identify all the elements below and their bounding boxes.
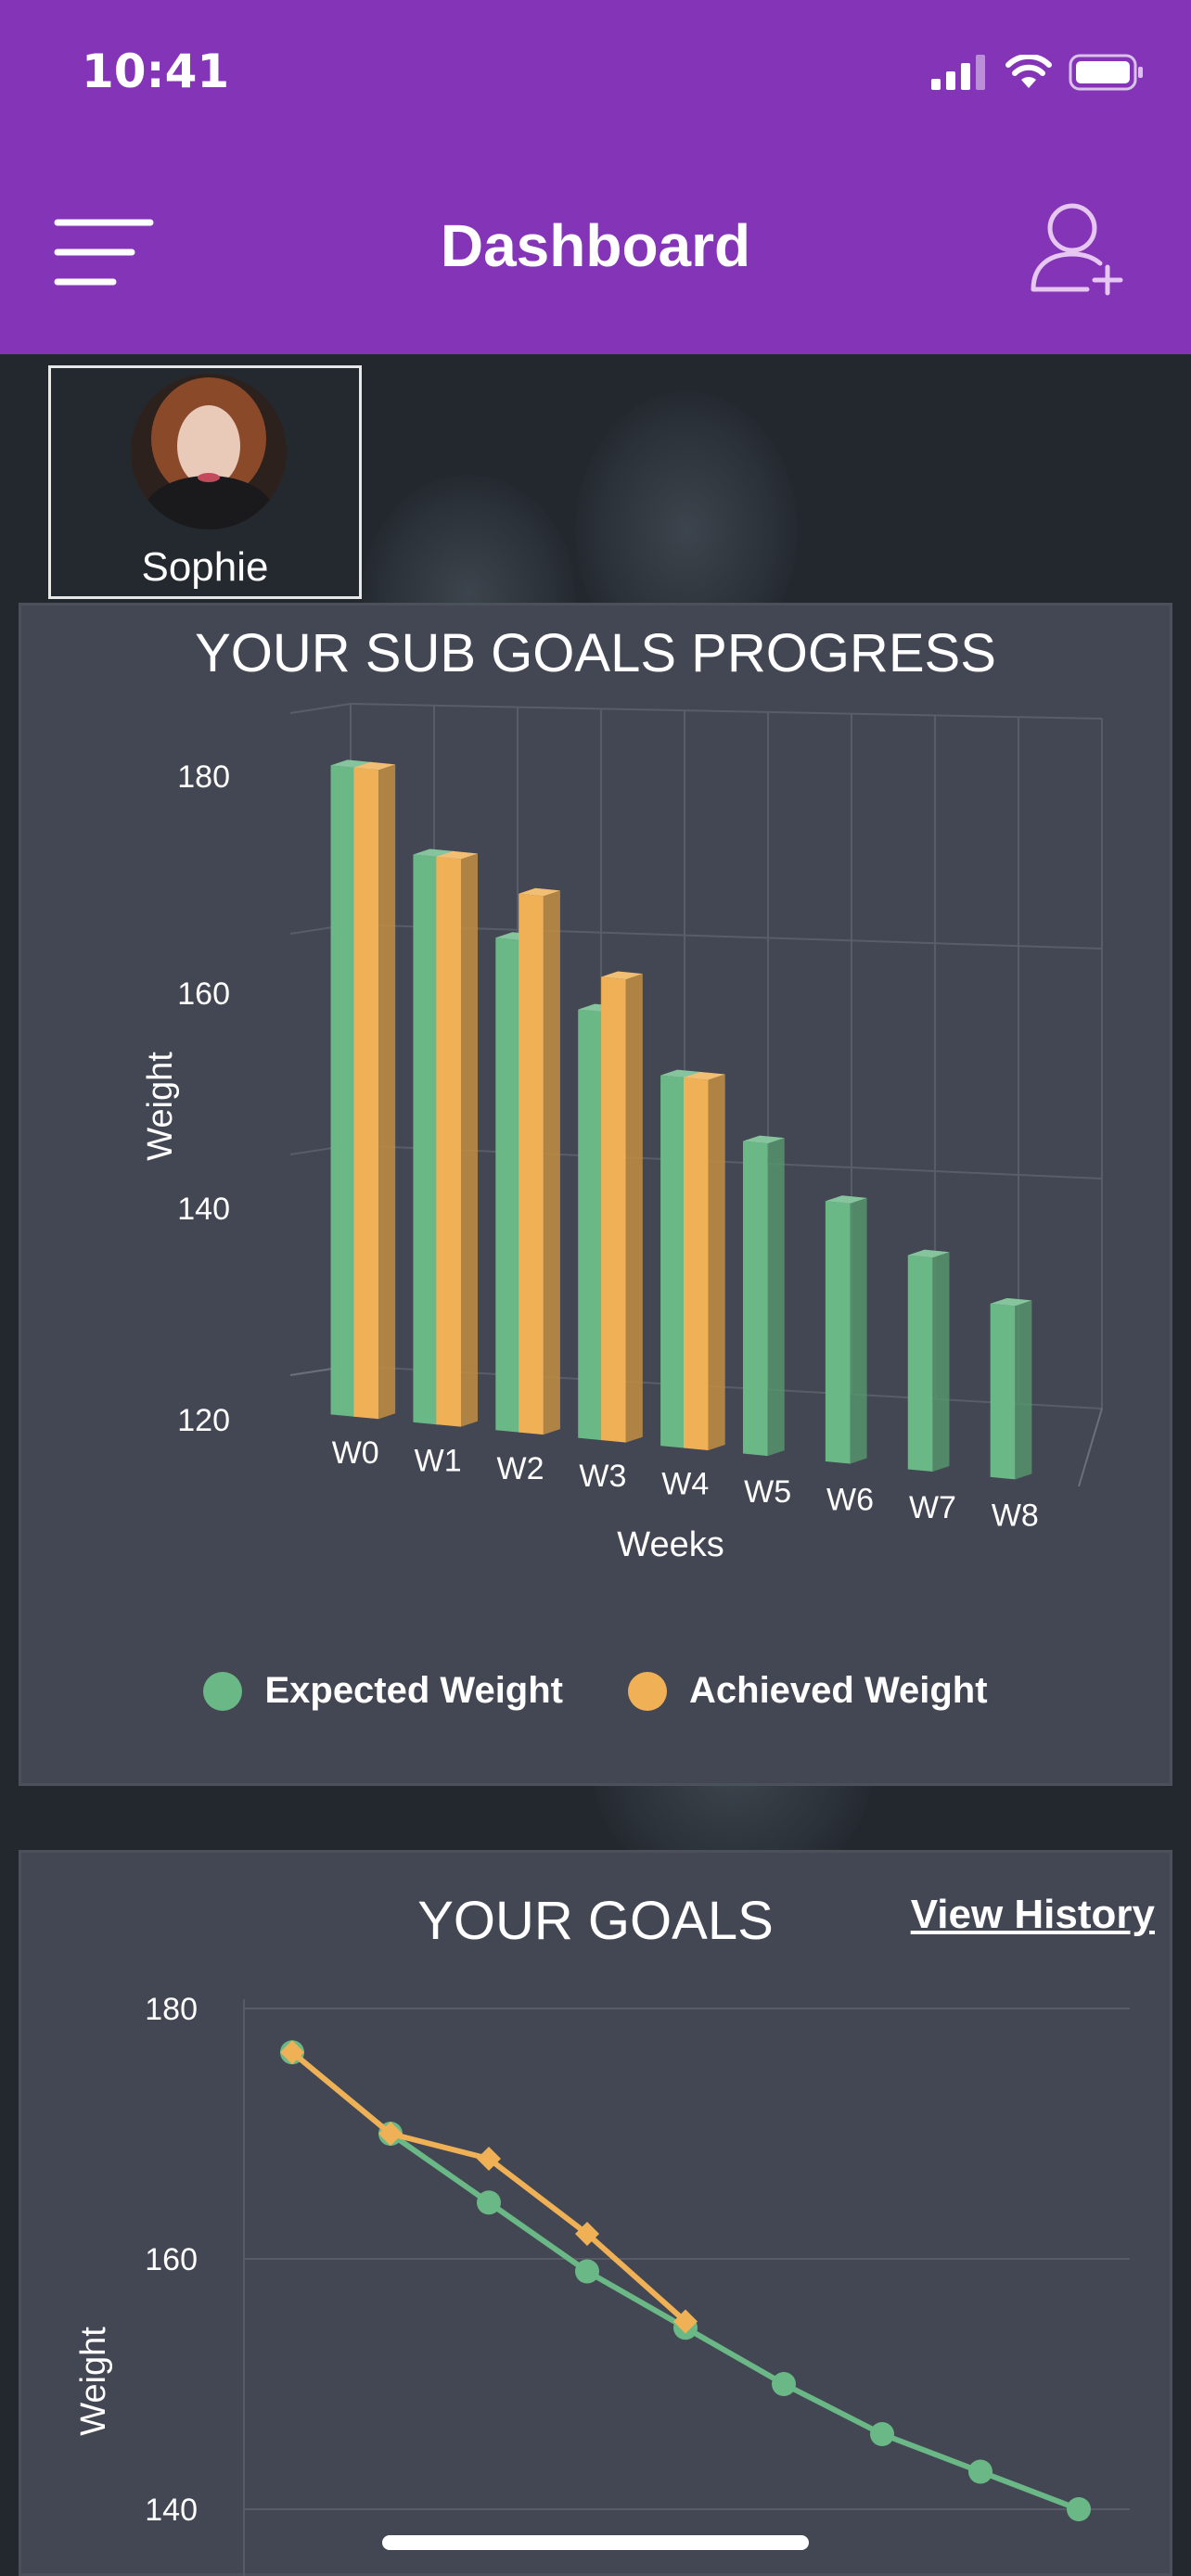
y-tick-label: 180 (177, 759, 230, 795)
grid-line (350, 703, 1103, 720)
y-tick-label: 160 (145, 2242, 198, 2277)
add-user-button[interactable] (1028, 197, 1130, 299)
add-user-icon (1031, 203, 1123, 296)
expected-point (1067, 2497, 1091, 2521)
achieved-line (290, 2049, 687, 2324)
sub-goals-panel: 120 140 160 180 Weight W0 W1 W2 W3 W4 W5 W6 W7 W8 Week… (19, 603, 1172, 1786)
goals-line-chart: 140 160 180 Weight (74, 1992, 1130, 2576)
plot-area: 120 140 160 180 Weight W0 W1 W2 W3 W4 W5 W6 W7 W8 Week… (141, 703, 1103, 1564)
profile-name: Sophie (141, 544, 269, 590)
line-plot-area: 140 160 180 Weight (74, 1992, 1130, 2576)
floor-edge (1078, 1408, 1103, 1487)
y-tick-label: 160 (177, 976, 230, 1012)
legend-achieved[interactable]: Achieved Weight (628, 1670, 988, 1712)
view-history-link[interactable]: View History (910, 1892, 1155, 1937)
y-tick-label: 140 (177, 1192, 230, 1227)
expected-bar-w7 (907, 1249, 950, 1472)
battery-icon (1069, 54, 1143, 91)
legend-achieved-dot (628, 1671, 667, 1711)
status-time: 10:41 (82, 45, 230, 98)
y-tick-label: 180 (145, 1992, 198, 2027)
achieved-bar-w4 (684, 1071, 725, 1451)
expected-point (477, 2190, 501, 2215)
menu-icon (54, 219, 154, 286)
sub-goals-bar-chart: 120 140 160 180 Weight W0 W1 W2 W3 W4 W5 W6 W7 W8 Week… (141, 703, 1103, 1564)
home-indicator[interactable] (382, 2535, 809, 2550)
chart-legend: Expected Weight Achieved Weight (21, 1670, 1170, 1712)
page-title: Dashboard (440, 212, 751, 279)
goals-title: YOUR GOALS (417, 1891, 774, 1951)
expected-point (870, 2422, 894, 2446)
x-axis-label: Weeks (617, 1525, 724, 1564)
y-tick-label: 120 (177, 1403, 230, 1438)
goals-panel: 140 160 180 Weight YOUR GOALS View History (19, 1850, 1172, 2576)
y-axis-label: Weight (141, 1052, 180, 1161)
x-tick-label: W7 (909, 1490, 956, 1525)
legend-expected-dot (203, 1671, 243, 1711)
x-tick-label: W8 (992, 1498, 1039, 1533)
x-tick-label: W1 (415, 1443, 462, 1478)
achieved-bar-w1 (436, 850, 478, 1427)
x-tick-label: W3 (579, 1459, 626, 1494)
status-bar: 10:41 (0, 0, 1191, 139)
avatar (131, 374, 287, 529)
achieved-bar-w0 (353, 761, 396, 1420)
expected-bar-w6 (825, 1195, 867, 1464)
wifi-icon (1005, 55, 1052, 88)
x-tick-label: W5 (744, 1474, 791, 1510)
y-axis-label: Weight (74, 2327, 113, 2436)
x-tick-label: W2 (497, 1451, 544, 1486)
achieved-bar-w3 (601, 971, 643, 1443)
x-tick-label: W4 (661, 1467, 709, 1502)
achieved-point (280, 2040, 304, 2065)
achieved-point (673, 2309, 698, 2334)
signal-icon (931, 55, 985, 90)
expected-bar-w8 (990, 1297, 1032, 1480)
x-tick-label: W0 (332, 1435, 379, 1471)
x-tick-label: W6 (826, 1483, 874, 1518)
y-tick-label: 140 (145, 2493, 198, 2528)
grid-line (289, 703, 352, 714)
expected-bar-w5 (743, 1135, 785, 1457)
legend-achieved-label: Achieved Weight (689, 1670, 988, 1711)
expected-line (290, 2049, 1081, 2512)
app-header: Dashboard (0, 139, 1191, 354)
expected-point (968, 2459, 992, 2484)
menu-button[interactable] (54, 215, 156, 289)
sub-goals-title: YOUR SUB GOALS PROGRESS (195, 623, 996, 683)
expected-point (772, 2372, 796, 2396)
legend-expected[interactable]: Expected Weight (203, 1670, 563, 1712)
profile-card[interactable]: Sophie (48, 365, 362, 599)
status-icons (931, 54, 1145, 91)
expected-point (575, 2259, 599, 2284)
achieved-bar-w2 (519, 887, 560, 1435)
achieved-point (575, 2222, 599, 2246)
achieved-point (378, 2122, 403, 2146)
legend-expected-label: Expected Weight (264, 1670, 563, 1711)
achieved-point (477, 2147, 501, 2171)
